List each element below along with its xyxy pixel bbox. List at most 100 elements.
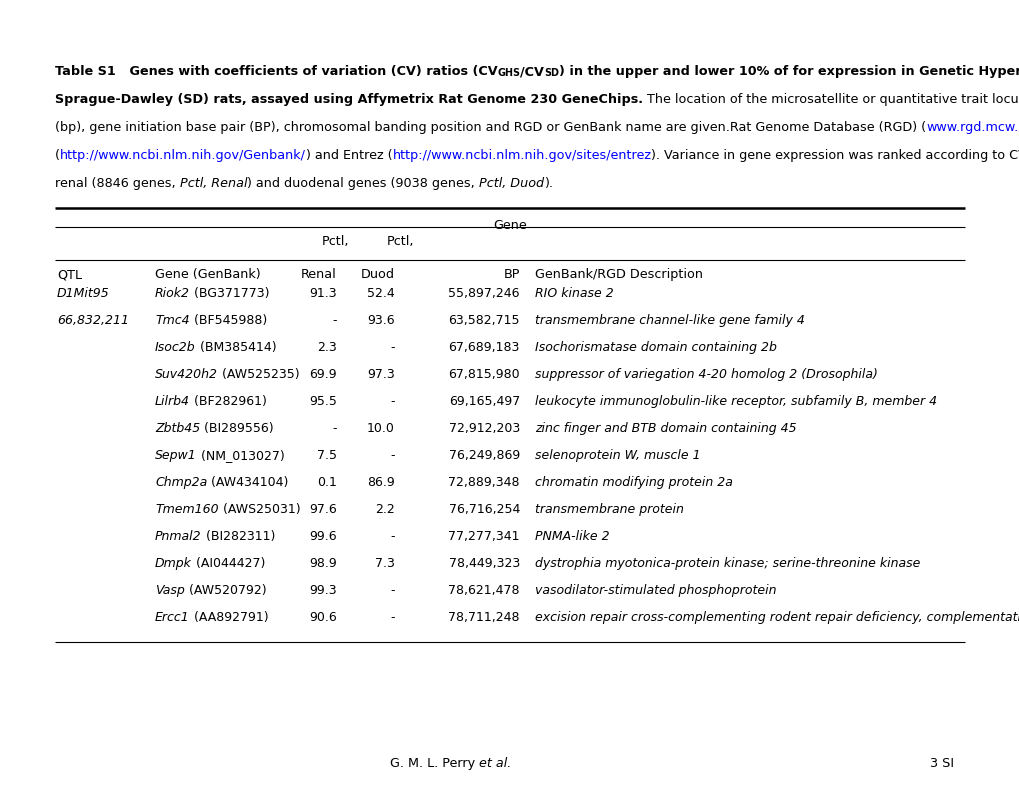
Text: -: - bbox=[390, 395, 394, 408]
Text: Tmc4: Tmc4 bbox=[155, 314, 190, 327]
Text: Gene: Gene bbox=[492, 219, 527, 232]
Text: 67,815,980: 67,815,980 bbox=[448, 368, 520, 381]
Text: (BM385414): (BM385414) bbox=[196, 341, 276, 354]
Text: Sprague-Dawley (SD) rats, assayed using Affymetrix Rat Genome 230 GeneChips.: Sprague-Dawley (SD) rats, assayed using … bbox=[55, 93, 642, 106]
Text: ). Variance in gene expression was ranked according to CV: ). Variance in gene expression was ranke… bbox=[651, 149, 1019, 162]
Text: 93.6: 93.6 bbox=[367, 314, 394, 327]
Text: (AI044427): (AI044427) bbox=[192, 557, 265, 570]
Text: ) and duodenal genes (9038 genes,: ) and duodenal genes (9038 genes, bbox=[247, 177, 478, 190]
Text: RIO kinase 2: RIO kinase 2 bbox=[535, 287, 613, 300]
Text: www.rgd.mcw.edu: www.rgd.mcw.edu bbox=[925, 121, 1019, 134]
Text: zinc finger and BTB domain containing 45: zinc finger and BTB domain containing 45 bbox=[535, 422, 796, 435]
Text: ) in the upper and lower 10% of for expression in Genetic Hypercalciuric Stone-f: ) in the upper and lower 10% of for expr… bbox=[558, 65, 1019, 78]
Text: 78,711,248: 78,711,248 bbox=[448, 611, 520, 624]
Text: (BI282311): (BI282311) bbox=[202, 530, 275, 543]
Text: Pctl, Renal: Pctl, Renal bbox=[179, 177, 247, 190]
Text: Pctl,: Pctl, bbox=[322, 235, 350, 248]
Text: (AWS25031): (AWS25031) bbox=[218, 503, 300, 516]
Text: -: - bbox=[390, 341, 394, 354]
Text: Pnmal2: Pnmal2 bbox=[155, 530, 202, 543]
Text: 0.1: 0.1 bbox=[317, 476, 336, 489]
Text: ) and Entrez (: ) and Entrez ( bbox=[306, 149, 392, 162]
Text: 67,689,183: 67,689,183 bbox=[448, 341, 520, 354]
Text: Gene (GenBank): Gene (GenBank) bbox=[155, 268, 261, 281]
Text: QTL: QTL bbox=[57, 268, 82, 281]
Text: 2.2: 2.2 bbox=[375, 503, 394, 516]
Text: Zbtb45: Zbtb45 bbox=[155, 422, 200, 435]
Text: Duod: Duod bbox=[361, 268, 394, 281]
Text: 55,897,246: 55,897,246 bbox=[448, 287, 520, 300]
Text: The location of the microsatellite or quantitative trait locus (QTL) position (L: The location of the microsatellite or qu… bbox=[642, 93, 1019, 106]
Text: 7.3: 7.3 bbox=[375, 557, 394, 570]
Text: 69,165,497: 69,165,497 bbox=[448, 395, 520, 408]
Text: BP: BP bbox=[503, 268, 520, 281]
Text: selenoprotein W, muscle 1: selenoprotein W, muscle 1 bbox=[535, 449, 700, 462]
Text: -: - bbox=[332, 314, 336, 327]
Text: GHS: GHS bbox=[497, 68, 520, 78]
Text: Pctl, Duod: Pctl, Duod bbox=[478, 177, 543, 190]
Text: 63,582,715: 63,582,715 bbox=[448, 314, 520, 327]
Text: (BF282961): (BF282961) bbox=[190, 395, 267, 408]
Text: http://www.ncbi.nlm.nih.gov/Genbank/: http://www.ncbi.nlm.nih.gov/Genbank/ bbox=[60, 149, 306, 162]
Text: 72,889,348: 72,889,348 bbox=[448, 476, 520, 489]
Text: Isochorismatase domain containing 2b: Isochorismatase domain containing 2b bbox=[535, 341, 776, 354]
Text: 7.5: 7.5 bbox=[317, 449, 336, 462]
Text: vasodilator-stimulated phosphoprotein: vasodilator-stimulated phosphoprotein bbox=[535, 584, 775, 597]
Text: 91.3: 91.3 bbox=[309, 287, 336, 300]
Text: chromatin modifying protein 2a: chromatin modifying protein 2a bbox=[535, 476, 733, 489]
Text: 77,277,341: 77,277,341 bbox=[448, 530, 520, 543]
Text: -: - bbox=[332, 422, 336, 435]
Text: (NM_013027): (NM_013027) bbox=[197, 449, 284, 462]
Text: 76,716,254: 76,716,254 bbox=[448, 503, 520, 516]
Text: 78,449,323: 78,449,323 bbox=[448, 557, 520, 570]
Text: PNMA-like 2: PNMA-like 2 bbox=[535, 530, 609, 543]
Text: (BI289556): (BI289556) bbox=[200, 422, 274, 435]
Text: Isoc2b: Isoc2b bbox=[155, 341, 196, 354]
Text: 69.9: 69.9 bbox=[309, 368, 336, 381]
Text: Lilrb4: Lilrb4 bbox=[155, 395, 190, 408]
Text: 98.9: 98.9 bbox=[309, 557, 336, 570]
Text: 99.3: 99.3 bbox=[309, 584, 336, 597]
Text: GenBank/RGD Description: GenBank/RGD Description bbox=[535, 268, 702, 281]
Text: 66,832,211: 66,832,211 bbox=[57, 314, 128, 327]
Text: 90.6: 90.6 bbox=[309, 611, 336, 624]
Text: Riok2: Riok2 bbox=[155, 287, 190, 300]
Text: Tmem160: Tmem160 bbox=[155, 503, 218, 516]
Text: Chmp2a: Chmp2a bbox=[155, 476, 207, 489]
Text: et al.: et al. bbox=[479, 757, 511, 770]
Text: 99.6: 99.6 bbox=[309, 530, 336, 543]
Text: (AA892791): (AA892791) bbox=[190, 611, 268, 624]
Text: Genes with coefficients of variation (CV) ratios (CV: Genes with coefficients of variation (CV… bbox=[115, 65, 497, 78]
Text: Renal: Renal bbox=[301, 268, 336, 281]
Text: (: ( bbox=[55, 149, 60, 162]
Text: transmembrane channel-like gene family 4: transmembrane channel-like gene family 4 bbox=[535, 314, 804, 327]
Text: transmembrane protein: transmembrane protein bbox=[535, 503, 683, 516]
Text: 95.5: 95.5 bbox=[309, 395, 336, 408]
Text: 2.3: 2.3 bbox=[317, 341, 336, 354]
Text: Pctl,: Pctl, bbox=[386, 235, 414, 248]
Text: 78,621,478: 78,621,478 bbox=[448, 584, 520, 597]
Text: -: - bbox=[390, 449, 394, 462]
Text: ).: ). bbox=[543, 177, 552, 190]
Text: -: - bbox=[390, 530, 394, 543]
Text: 97.6: 97.6 bbox=[309, 503, 336, 516]
Text: (bp), gene initiation base pair (BP), chromosomal banding position and RGD or Ge: (bp), gene initiation base pair (BP), ch… bbox=[55, 121, 925, 134]
Text: -: - bbox=[390, 584, 394, 597]
Text: (AW520792): (AW520792) bbox=[184, 584, 266, 597]
Text: 86.9: 86.9 bbox=[367, 476, 394, 489]
Text: leukocyte immunoglobulin-like receptor, subfamily B, member 4: leukocyte immunoglobulin-like receptor, … bbox=[535, 395, 936, 408]
Text: 3 SI: 3 SI bbox=[929, 757, 953, 770]
Text: (BF545988): (BF545988) bbox=[190, 314, 267, 327]
Text: 72,912,203: 72,912,203 bbox=[448, 422, 520, 435]
Text: Table S1: Table S1 bbox=[55, 65, 115, 78]
Text: (AW525235): (AW525235) bbox=[218, 368, 300, 381]
Text: 76,249,869: 76,249,869 bbox=[448, 449, 520, 462]
Text: Suv420h2: Suv420h2 bbox=[155, 368, 218, 381]
Text: Vasp: Vasp bbox=[155, 584, 184, 597]
Text: /CV: /CV bbox=[520, 65, 544, 78]
Text: dystrophia myotonica-protein kinase; serine-threonine kinase: dystrophia myotonica-protein kinase; ser… bbox=[535, 557, 919, 570]
Text: 52.4: 52.4 bbox=[367, 287, 394, 300]
Text: Sepw1: Sepw1 bbox=[155, 449, 197, 462]
Text: Dmpk: Dmpk bbox=[155, 557, 192, 570]
Text: -: - bbox=[390, 611, 394, 624]
